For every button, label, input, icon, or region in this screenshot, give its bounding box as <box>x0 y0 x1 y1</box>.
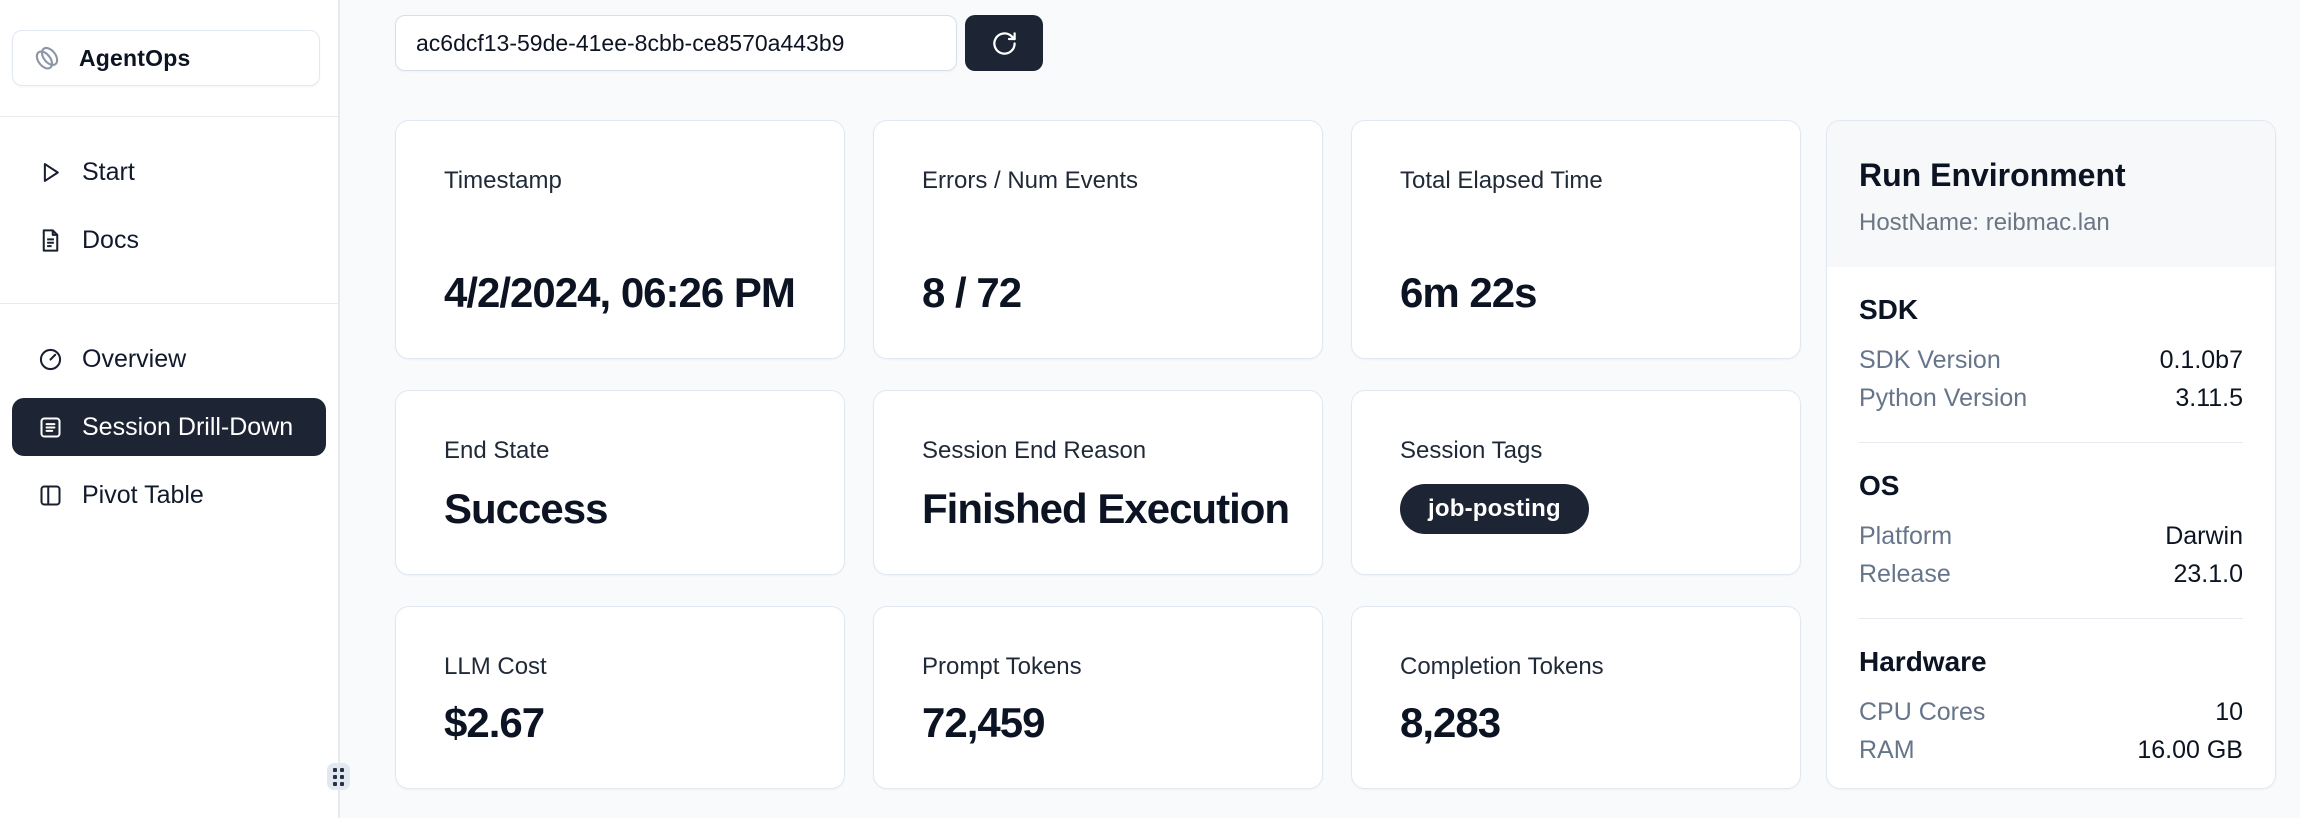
env-section-sdk: SDK SDK Version 0.1.0b7 Python Version 3… <box>1859 294 2243 417</box>
app-logo[interactable]: AgentOps <box>12 30 320 86</box>
refresh-icon <box>991 30 1018 57</box>
session-tag-badge[interactable]: job-posting <box>1400 484 1589 534</box>
nav-label: Pivot Table <box>82 480 204 509</box>
card-label: Total Elapsed Time <box>1400 167 1603 194</box>
card-value: Success <box>444 485 608 533</box>
section-heading: SDK <box>1859 294 1919 325</box>
card-label: Session End Reason <box>922 437 1147 464</box>
panel-split-icon <box>37 482 64 509</box>
env-key: SDK Version <box>1859 346 2001 374</box>
run-environment-body: SDK SDK Version 0.1.0b7 Python Version 3… <box>1827 267 2275 788</box>
card-value: 8,283 <box>1400 699 1501 747</box>
card-errors-num-events: Errors / Num Events 8 / 72 <box>873 120 1323 359</box>
card-session-tags: Session Tags job-posting <box>1351 390 1801 575</box>
card-label: Session Tags <box>1400 437 1543 464</box>
env-key: CPU Cores <box>1859 698 1986 726</box>
section-divider <box>1859 618 2243 619</box>
card-end-state: End State Success <box>395 390 845 575</box>
card-value: 4/2/2024, 06:26 PM <box>444 269 796 317</box>
card-label: Prompt Tokens <box>922 653 1082 680</box>
card-label: End State <box>444 437 550 464</box>
nav-label: Overview <box>82 344 187 373</box>
app-title: AgentOps <box>79 44 191 71</box>
drag-dots-icon <box>333 767 344 786</box>
sidebar-divider <box>0 303 338 304</box>
card-value: Finished Execution <box>922 485 1290 533</box>
metric-cards-grid: Timestamp 4/2/2024, 06:26 PM Errors / Nu… <box>395 120 1801 789</box>
env-section-hardware: Hardware CPU Cores 10 RAM 16.00 GB <box>1859 646 2243 769</box>
refresh-button[interactable] <box>965 15 1043 71</box>
env-row: Release 23.1.0 <box>1859 555 2243 593</box>
run-environment-panel: Run Environment HostName: reibmac.lan SD… <box>1826 120 2276 789</box>
env-key: Python Version <box>1859 384 2028 412</box>
nav-label: Docs <box>82 225 139 254</box>
sidebar-divider <box>0 116 338 117</box>
env-key: RAM <box>1859 736 1915 764</box>
nav-label: Start <box>82 157 135 186</box>
section-heading: OS <box>1859 470 1900 501</box>
card-label: Completion Tokens <box>1400 653 1604 680</box>
hostname-text: HostName: reibmac.lan <box>1859 209 2110 236</box>
env-row: Python Version 3.11.5 <box>1859 379 2243 417</box>
sidebar-item-pivot-table[interactable]: Pivot Table <box>12 466 326 524</box>
run-environment-header: Run Environment HostName: reibmac.lan <box>1827 121 2275 267</box>
sidebar-nav-top: Start Docs <box>0 117 338 303</box>
env-value: 10 <box>2215 698 2243 726</box>
card-completion-tokens: Completion Tokens 8,283 <box>1351 606 1801 789</box>
card-timestamp: Timestamp 4/2/2024, 06:26 PM <box>395 120 845 359</box>
env-section-os: OS Platform Darwin Release 23.1.0 <box>1859 470 2243 593</box>
env-value: 3.11.5 <box>2175 384 2243 412</box>
env-value: Darwin <box>2165 522 2243 550</box>
section-divider <box>1859 442 2243 443</box>
env-key: Platform <box>1859 522 1953 550</box>
sidebar-item-start[interactable]: Start <box>12 143 326 201</box>
sidebar-item-docs[interactable]: Docs <box>12 211 326 269</box>
card-value: 6m 22s <box>1400 269 1537 317</box>
env-row: CPU Cores 10 <box>1859 693 2243 731</box>
sidebar-resize-handle[interactable] <box>327 763 350 790</box>
run-environment-title: Run Environment <box>1859 157 2126 193</box>
list-square-icon <box>37 414 64 441</box>
agentops-logo-icon <box>29 40 65 76</box>
env-value: 16.00 GB <box>2137 736 2243 764</box>
main-content: Timestamp 4/2/2024, 06:26 PM Errors / Nu… <box>340 0 2300 818</box>
card-label: Timestamp <box>444 167 562 194</box>
play-icon <box>37 159 64 186</box>
card-total-elapsed-time: Total Elapsed Time 6m 22s <box>1351 120 1801 359</box>
card-value: 8 / 72 <box>922 269 1022 317</box>
document-icon <box>37 227 64 254</box>
sidebar-item-session-drill-down[interactable]: Session Drill-Down <box>12 398 326 456</box>
env-value: 23.1.0 <box>2173 560 2243 588</box>
session-id-input[interactable] <box>395 15 957 71</box>
env-row: RAM 16.00 GB <box>1859 731 2243 769</box>
sidebar: AgentOps Start Docs <box>0 0 350 818</box>
env-value: 0.1.0b7 <box>2159 346 2243 374</box>
card-value: 72,459 <box>922 699 1045 747</box>
gauge-icon <box>37 346 64 373</box>
card-llm-cost: LLM Cost $2.67 <box>395 606 845 789</box>
env-row: Platform Darwin <box>1859 517 2243 555</box>
card-session-end-reason: Session End Reason Finished Execution <box>873 390 1323 575</box>
card-label: LLM Cost <box>444 653 547 680</box>
section-heading: Hardware <box>1859 646 1987 677</box>
card-value: $2.67 <box>444 699 545 747</box>
sidebar-nav-pages: Overview Session Drill-Down Pivot Table <box>0 304 338 558</box>
env-row: SDK Version 0.1.0b7 <box>1859 341 2243 379</box>
nav-label: Session Drill-Down <box>82 412 294 441</box>
env-key: Release <box>1859 560 1951 588</box>
card-prompt-tokens: Prompt Tokens 72,459 <box>873 606 1323 789</box>
sidebar-item-overview[interactable]: Overview <box>12 330 326 388</box>
card-label: Errors / Num Events <box>922 167 1139 194</box>
